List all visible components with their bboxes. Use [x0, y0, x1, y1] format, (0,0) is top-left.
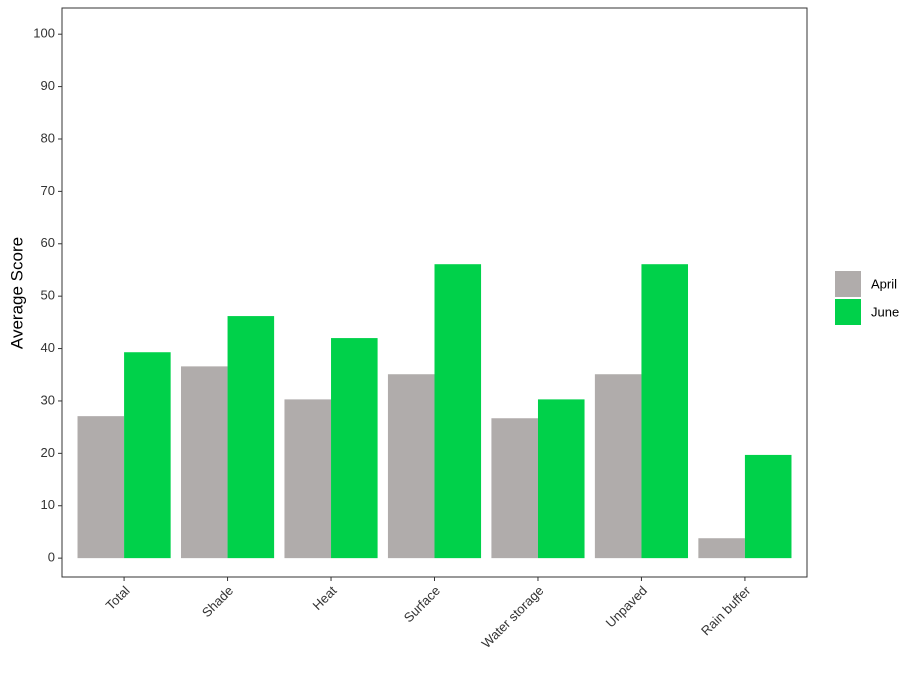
- bar: [227, 316, 275, 559]
- bar: [641, 264, 689, 559]
- legend-label: April: [871, 276, 897, 291]
- bar: [284, 399, 332, 559]
- y-tick-label: 20: [41, 445, 55, 460]
- x-tick-label: Water storage: [479, 583, 547, 651]
- y-tick-label: 10: [41, 497, 55, 512]
- bar: [124, 352, 171, 559]
- x-tick-label: Surface: [401, 583, 443, 625]
- y-tick-label: 30: [41, 392, 55, 407]
- y-tick-label: 0: [48, 550, 55, 565]
- y-tick-label: 70: [41, 183, 55, 198]
- y-tick-label: 40: [41, 340, 55, 355]
- bar: [434, 264, 482, 559]
- x-tick-label: Rain buffer: [698, 582, 754, 638]
- y-tick-label: 100: [33, 26, 55, 41]
- y-axis-title: Average Score: [7, 237, 26, 349]
- x-tick-label: Total: [103, 583, 133, 613]
- bar: [537, 399, 585, 559]
- legend-key: [835, 271, 861, 297]
- bar: [387, 374, 435, 559]
- bar: [331, 338, 378, 559]
- bar: [77, 416, 125, 559]
- x-tick-label: Heat: [310, 583, 340, 613]
- bar: [698, 538, 745, 559]
- y-tick-label: 60: [41, 235, 55, 250]
- legend-label: June: [871, 304, 899, 319]
- bar: [180, 366, 228, 559]
- legend-key: [835, 299, 861, 325]
- x-tick-label: Shade: [199, 583, 236, 620]
- bar: [744, 454, 792, 559]
- x-tick-label: Unpaved: [603, 583, 650, 630]
- bar: [594, 374, 642, 559]
- bar: [491, 418, 538, 559]
- y-tick-label: 50: [41, 288, 55, 303]
- y-tick-label: 80: [41, 130, 55, 145]
- y-tick-label: 90: [41, 78, 55, 93]
